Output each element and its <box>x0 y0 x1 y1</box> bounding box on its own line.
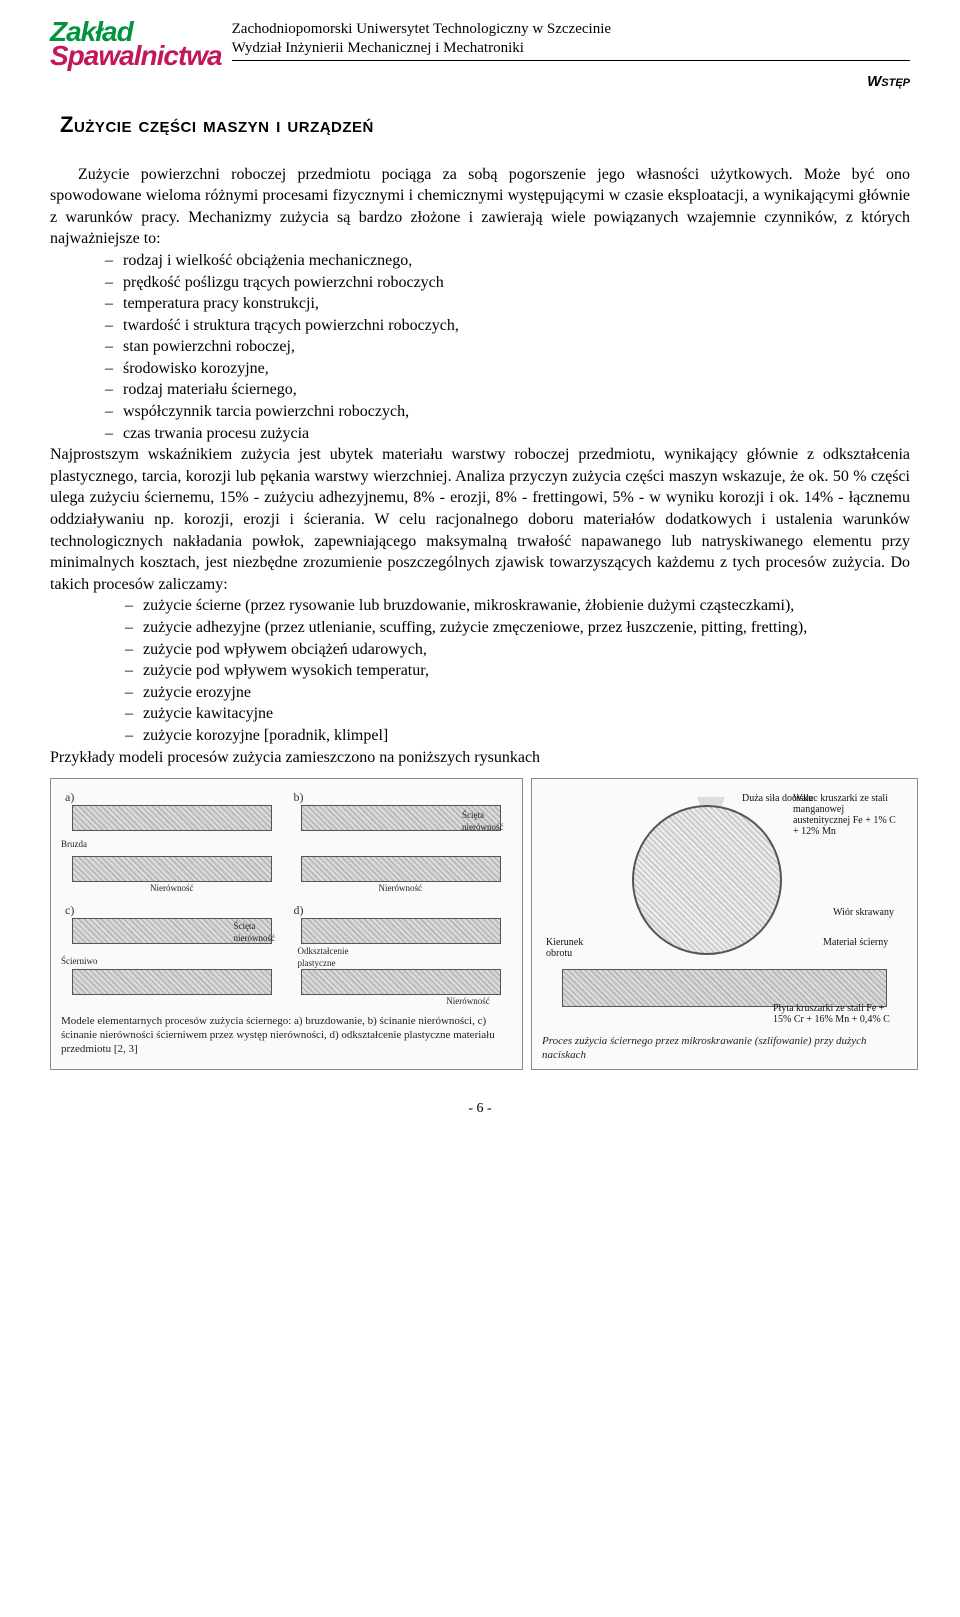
page-header: Zakład Spawalnictwa Zachodniopomorski Un… <box>50 20 910 68</box>
list-item: zużycie korozyjne [poradnik, klimpel] <box>125 725 880 747</box>
logo-line2: Spawalnictwa <box>50 44 222 68</box>
figure-cell-c: c) Ścierniwo Ścięta nierówność <box>61 900 284 1007</box>
figure-cell-d: d) Odkształcenie plastyczne Nierówność <box>290 900 513 1007</box>
paragraph-2: Najprostszym wskaźnikiem zużycia jest ub… <box>50 444 910 595</box>
figure-right-scene: Duża siła docisku Walec kruszarki ze sta… <box>542 787 907 1027</box>
fig-label: Nierówność <box>150 882 194 894</box>
list-item: środowisko korozyjne, <box>105 358 910 380</box>
fig-label: Ścięta nierówność <box>234 920 284 944</box>
fig-label: Bruzda <box>61 838 87 850</box>
faculty-name: Wydział Inżynierii Mechanicznej i Mechat… <box>232 39 910 58</box>
body-text: Zużycie powierzchni roboczej przedmiotu … <box>50 164 910 769</box>
list-item: zużycie adhezyjne (przez utlenianie, scu… <box>125 617 880 639</box>
bullet-list-2: zużycie ścierne (przez rysowanie lub bru… <box>125 595 880 746</box>
figure-left: a) Bruzda Nierówność b) Ścięta nierównoś… <box>50 778 523 1070</box>
cell-tag: b) <box>294 789 304 805</box>
list-item: zużycie erozyjne <box>125 682 880 704</box>
list-item: temperatura pracy konstrukcji, <box>105 293 910 315</box>
list-item: prędkość poślizgu trących powierzchni ro… <box>105 272 910 294</box>
figure-cell-b: b) Ścięta nierówność Nierówność <box>290 787 513 894</box>
fig-label: Kierunek obrotu <box>546 937 596 959</box>
fig-label: Płyta kruszarki ze stali Fe + 15% Cr + 1… <box>773 1003 903 1025</box>
cell-tag: a) <box>65 789 74 805</box>
list-item: rodzaj i wielkość obciążenia mechaniczne… <box>105 250 910 272</box>
fig-label: Wiór skrawany <box>833 907 903 918</box>
list-item: czas trwania procesu zużycia <box>105 423 910 445</box>
fig-label: Odkształcenie plastyczne <box>298 945 358 969</box>
page-title: Zużycie części maszyn i urządzeń <box>60 110 910 140</box>
page-number: - 6 - <box>50 1100 910 1119</box>
figure-right-caption: Proces zużycia ściernego przez mikroskra… <box>542 1035 907 1063</box>
header-affiliation: Zachodniopomorski Uniwersytet Technologi… <box>232 20 910 61</box>
fig-label: Nierówność <box>446 995 490 1007</box>
paragraph-1: Zużycie powierzchni roboczej przedmiotu … <box>50 164 910 250</box>
bullet-list-1: rodzaj i wielkość obciążenia mechaniczne… <box>105 250 910 444</box>
figures-row: a) Bruzda Nierówność b) Ścięta nierównoś… <box>50 778 910 1070</box>
figure-cell-a: a) Bruzda Nierówność <box>61 787 284 894</box>
paragraph-3: Przykłady modeli procesów zużycia zamies… <box>50 747 910 769</box>
list-item: współczynnik tarcia powierzchni roboczyc… <box>105 401 910 423</box>
fig-label: Nierówność <box>379 882 423 894</box>
list-item: zużycie pod wpływem wysokich temperatur, <box>125 660 880 682</box>
cell-tag: c) <box>65 902 74 918</box>
cell-tag: d) <box>294 902 304 918</box>
fig-label: Ścięta nierówność <box>462 809 512 833</box>
figure-left-grid: a) Bruzda Nierówność b) Ścięta nierównoś… <box>61 787 512 1007</box>
figure-left-caption: Modele elementarnych procesów zużycia śc… <box>61 1015 512 1056</box>
fig-label: Materiał ścierny <box>823 937 903 948</box>
roller-shape <box>632 805 782 955</box>
list-item: twardość i struktura trących powierzchni… <box>105 315 910 337</box>
list-item: zużycie pod wpływem obciążeń udarowych, <box>125 639 880 661</box>
list-item: stan powierzchni roboczej, <box>105 336 910 358</box>
list-item: zużycie kawitacyjne <box>125 703 880 725</box>
section-label: Wstęp <box>50 72 910 92</box>
plate-shape <box>562 969 887 1007</box>
fig-label: Ścierniwo <box>61 955 98 967</box>
logo: Zakład Spawalnictwa <box>50 20 222 68</box>
fig-label: Walec kruszarki ze stali manganowej aust… <box>793 793 903 837</box>
list-item: zużycie ścierne (przez rysowanie lub bru… <box>125 595 880 617</box>
figure-right: Duża siła docisku Walec kruszarki ze sta… <box>531 778 918 1070</box>
university-name: Zachodniopomorski Uniwersytet Technologi… <box>232 20 910 39</box>
list-item: rodzaj materiału ściernego, <box>105 379 910 401</box>
